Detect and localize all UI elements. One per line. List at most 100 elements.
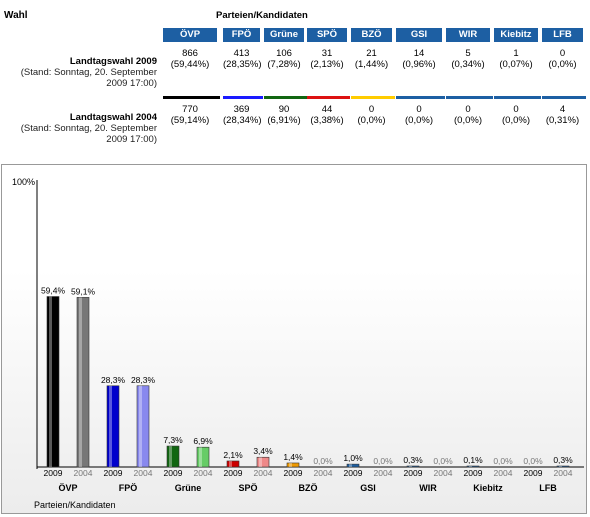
party-header-0[interactable]: ÖVP bbox=[163, 28, 217, 42]
party-color-strip-4 bbox=[351, 96, 395, 99]
year-tick-label: 2009 bbox=[404, 468, 423, 478]
result-cell: 0 (0,0%) bbox=[446, 104, 490, 126]
result-cell: 770 (59,14%) bbox=[163, 104, 217, 126]
vote-percent: (28,34%) bbox=[223, 115, 262, 126]
bar-2004-2 bbox=[196, 446, 210, 468]
vote-count: 21 bbox=[366, 48, 377, 59]
data-label-2004-7: 0,0% bbox=[493, 456, 513, 466]
year-tick-label: 2004 bbox=[134, 468, 153, 478]
result-cell: 0 (0,0%) bbox=[494, 104, 538, 126]
vote-percent: (7,28%) bbox=[267, 59, 301, 70]
chart-container: 100% Parteien/Kandidaten 59,4% 2009 59,1% 200… bbox=[1, 164, 587, 514]
vote-percent: (0,0%) bbox=[548, 59, 577, 70]
party-header-8[interactable]: LFB bbox=[542, 28, 583, 42]
bar-2009-6 bbox=[406, 465, 420, 468]
bar-2009-0 bbox=[46, 296, 60, 468]
bar-highlight bbox=[139, 385, 142, 467]
vote-percent: (0,0%) bbox=[405, 115, 433, 126]
party-header-6[interactable]: WIR bbox=[446, 28, 490, 42]
bar-highlight bbox=[109, 385, 112, 467]
year-tick-label: 2004 bbox=[194, 468, 213, 478]
vote-percent: (0,0%) bbox=[502, 115, 530, 126]
result-cell: 44 (3,38%) bbox=[307, 104, 347, 126]
result-cell: 14 (0,96%) bbox=[396, 48, 442, 70]
data-label-2009-6: 0,3% bbox=[403, 455, 423, 465]
result-cell: 0 (0,0%) bbox=[351, 104, 392, 126]
bar-2009-3 bbox=[226, 460, 240, 468]
bar-2004-0 bbox=[76, 297, 90, 468]
x-axis-title: Parteien/Kandidaten bbox=[34, 500, 116, 510]
result-cell: 106 (7,28%) bbox=[264, 48, 304, 70]
data-label-2004-8: 0,3% bbox=[553, 455, 573, 465]
bar-highlight bbox=[289, 462, 292, 467]
vote-percent: (0,31%) bbox=[545, 115, 580, 126]
data-label-2004-2: 6,9% bbox=[193, 436, 213, 446]
vote-count: 413 bbox=[233, 48, 250, 59]
party-header-2[interactable]: Grüne bbox=[264, 28, 304, 42]
party-color-strip-5 bbox=[396, 96, 445, 99]
data-label-2009-4: 1,4% bbox=[283, 452, 303, 462]
bar-2004-3 bbox=[256, 456, 270, 468]
year-tick-label: 2004 bbox=[74, 468, 93, 478]
vote-count: 5 bbox=[465, 48, 471, 59]
election-row-label-0: Landtagswahl 2009 (Stand: Sonntag, 20. Se… bbox=[0, 56, 157, 89]
bar-highlight bbox=[79, 297, 82, 467]
bar-2009-2 bbox=[166, 445, 180, 468]
category-label-8: LFB bbox=[539, 483, 557, 493]
bar-highlight bbox=[169, 446, 172, 467]
bar-2004-1 bbox=[136, 385, 150, 468]
party-header-4[interactable]: BZÖ bbox=[351, 28, 392, 42]
y-max-label: 100% bbox=[12, 177, 35, 187]
year-tick-label: 2009 bbox=[524, 468, 543, 478]
year-tick-label: 2009 bbox=[44, 468, 63, 478]
party-color-strip-1 bbox=[223, 96, 263, 99]
party-color-strip-8 bbox=[542, 96, 586, 99]
year-tick-label: 2004 bbox=[314, 468, 333, 478]
result-cell: 90 (6,91%) bbox=[264, 104, 304, 126]
data-label-2004-6: 0,0% bbox=[433, 456, 453, 466]
vote-percent: (59,14%) bbox=[170, 115, 210, 126]
bar-highlight bbox=[349, 464, 352, 467]
result-cell: 0 (0,0%) bbox=[396, 104, 442, 126]
result-cell: 866 (59,44%) bbox=[163, 48, 217, 70]
party-header-1[interactable]: FPÖ bbox=[223, 28, 260, 42]
bar-2009-5 bbox=[346, 463, 360, 468]
bar-highlight bbox=[49, 296, 52, 467]
result-cell: 369 (28,34%) bbox=[223, 104, 262, 126]
data-label-2004-4: 0,0% bbox=[313, 456, 333, 466]
election-timestamp: (Stand: Sonntag, 20. September 2009 17:0… bbox=[20, 123, 157, 145]
bar-2009-1 bbox=[106, 385, 120, 468]
category-label-4: BZÖ bbox=[299, 483, 318, 493]
bar-highlight bbox=[409, 466, 412, 467]
bar-highlight bbox=[469, 466, 472, 467]
vote-count: 14 bbox=[413, 48, 425, 59]
result-cell: 1 (0,07%) bbox=[494, 48, 538, 70]
year-tick-label: 2004 bbox=[434, 468, 453, 478]
vote-percent: (1,44%) bbox=[354, 59, 389, 70]
data-label-2009-8: 0,0% bbox=[523, 456, 543, 466]
party-color-strip-2 bbox=[264, 96, 307, 99]
vote-count: 0 bbox=[368, 104, 375, 115]
category-label-6: WIR bbox=[419, 483, 437, 493]
vote-count: 106 bbox=[276, 48, 292, 59]
party-header-5[interactable]: GSI bbox=[396, 28, 442, 42]
vote-percent: (28,35%) bbox=[223, 59, 262, 70]
result-cell: 5 (0,34%) bbox=[446, 48, 490, 70]
bar-2009-4 bbox=[286, 462, 300, 468]
bar-highlight bbox=[559, 466, 562, 467]
party-header-7[interactable]: Kiebitz bbox=[494, 28, 538, 42]
vote-count: 90 bbox=[278, 104, 290, 115]
vote-count: 0 bbox=[416, 104, 422, 115]
result-cell: 21 (1,44%) bbox=[351, 48, 392, 70]
year-tick-label: 2004 bbox=[254, 468, 273, 478]
election-row-label-1: Landtagswahl 2004 (Stand: Sonntag, 20. Se… bbox=[0, 112, 157, 145]
bar-chart: 100% Parteien/Kandidaten 59,4% 2009 59,1% 200… bbox=[12, 177, 584, 510]
vote-percent: (3,38%) bbox=[310, 115, 344, 126]
category-label-7: Kiebitz bbox=[473, 483, 503, 493]
year-tick-label: 2004 bbox=[494, 468, 513, 478]
year-tick-label: 2009 bbox=[284, 468, 303, 478]
vote-percent: (0,07%) bbox=[499, 59, 533, 70]
vote-count: 369 bbox=[233, 104, 250, 115]
party-header-3[interactable]: SPÖ bbox=[307, 28, 347, 42]
vote-percent: (0,0%) bbox=[357, 115, 386, 126]
